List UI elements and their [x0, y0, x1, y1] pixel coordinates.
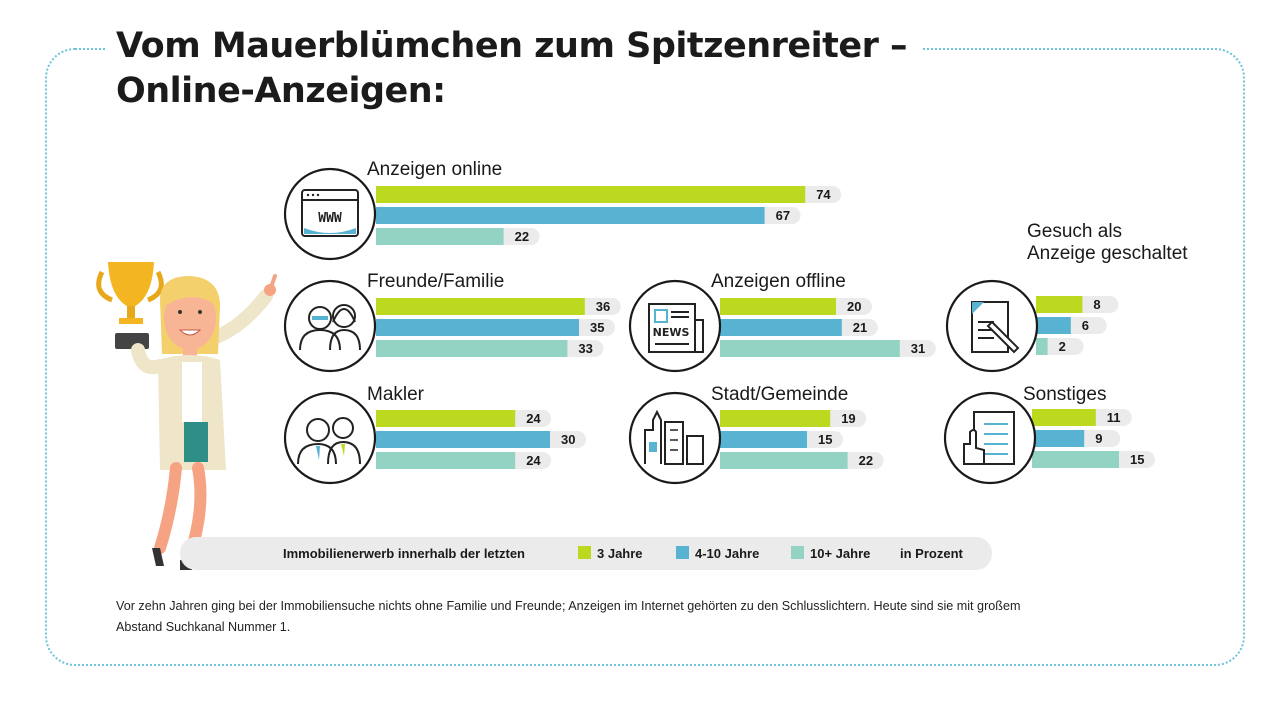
value-label: 19	[841, 411, 855, 426]
legend: Immobilienerwerb innerhalb der letzten 3 …	[180, 537, 992, 570]
category-label-line: Anzeigen online	[367, 159, 502, 180]
value-label: 33	[578, 341, 592, 356]
category-group: Freunde/Familie 36 35 33	[283, 271, 621, 373]
form-hand-icon	[943, 391, 1037, 485]
bar	[1036, 296, 1083, 313]
value-label: 15	[1130, 452, 1144, 467]
bar	[720, 431, 807, 448]
bar	[720, 319, 842, 336]
value-label: 35	[590, 320, 604, 335]
category-label: Anzeigen offline	[711, 271, 846, 292]
bar-track	[1036, 338, 1084, 355]
value-label: 8	[1093, 297, 1100, 312]
bar	[376, 410, 516, 427]
friends-family-icon	[283, 279, 377, 373]
value-label: 24	[526, 453, 541, 468]
chart-title: Vom Mauerblümchen zum Spitzenreiter – On…	[106, 22, 922, 118]
bar	[376, 298, 585, 315]
category-label-line: Freunde/Familie	[367, 271, 504, 292]
value-label: 11	[1107, 410, 1121, 425]
svg-text:WWW: WWW	[318, 211, 342, 226]
category-label-line: Makler	[367, 384, 425, 405]
value-label: 24	[526, 411, 541, 426]
value-label: 2	[1059, 339, 1066, 354]
businesspeople-icon	[283, 391, 377, 485]
category-label-line: Anzeigen offline	[711, 271, 846, 292]
legend-unit: in Prozent	[900, 546, 964, 561]
value-label: 36	[596, 299, 610, 314]
bar	[720, 340, 900, 357]
category-label-line: Anzeige geschaltet	[1027, 243, 1188, 264]
footnote-line-1: Vor zehn Jahren ging bei der Immobiliens…	[116, 599, 1021, 613]
value-label: 31	[911, 341, 925, 356]
category-group: Gesuch als Anzeige geschaltet 86 2	[945, 221, 1188, 373]
document-pen-icon	[945, 279, 1039, 373]
value-label: 6	[1082, 318, 1089, 333]
legend-intro: Immobilienerwerb innerhalb der letzten	[283, 546, 525, 561]
value-label: 22	[515, 229, 529, 244]
category-label: Freunde/Familie	[367, 271, 504, 292]
value-label: 74	[816, 187, 831, 202]
value-label: 67	[776, 208, 790, 223]
category-label: Sonstiges	[1023, 384, 1106, 405]
bar	[720, 410, 831, 427]
footnote-line-2: Abstand Suchkanal Nummer 1.	[116, 620, 291, 634]
category-label: Gesuch als Anzeige geschaltet	[1027, 221, 1188, 264]
bar	[720, 298, 836, 315]
value-label: 9	[1095, 431, 1102, 446]
title-line-2: Online-Anzeigen:	[116, 71, 446, 111]
legend-item-label: 4-10 Jahre	[695, 546, 759, 561]
bar	[1032, 451, 1119, 468]
value-label: 15	[818, 432, 832, 447]
category-label: Makler	[367, 384, 425, 405]
bar	[376, 319, 579, 336]
newspaper-icon: NEWS	[628, 279, 722, 373]
category-label: Anzeigen online	[367, 159, 502, 180]
footnote: Vor zehn Jahren ging bei der Immobiliens…	[116, 596, 1176, 638]
bar	[376, 207, 765, 224]
value-label: 30	[561, 432, 575, 447]
bar	[376, 186, 806, 203]
woman-with-trophy-illustration	[96, 262, 277, 570]
bar	[376, 228, 504, 245]
category-label-line: Sonstiges	[1023, 384, 1106, 405]
bar	[1036, 338, 1048, 355]
bar	[376, 452, 516, 469]
category-label: Stadt/Gemeinde	[711, 384, 848, 405]
value-label: 20	[847, 299, 861, 314]
city-buildings-icon	[628, 391, 722, 485]
category-group: Anzeigen online 74 67 22 WWW	[283, 159, 842, 261]
category-label-line: Gesuch als	[1027, 221, 1122, 242]
bar	[376, 340, 568, 357]
bar	[720, 452, 848, 469]
bar	[1032, 430, 1085, 447]
bar	[1036, 317, 1071, 334]
www-browser-icon: WWW	[283, 167, 377, 261]
legend-swatch	[676, 546, 689, 559]
svg-text:NEWS: NEWS	[653, 326, 690, 339]
category-group: Makler 24 30 24	[283, 384, 586, 485]
bar	[1032, 409, 1096, 426]
legend-item-label: 10+ Jahre	[810, 546, 870, 561]
title-line-1: Vom Mauerblümchen zum Spitzenreiter –	[116, 26, 908, 66]
value-label: 22	[859, 453, 873, 468]
legend-swatch	[578, 546, 591, 559]
category-label-line: Stadt/Gemeinde	[711, 384, 848, 405]
legend-swatch	[791, 546, 804, 559]
category-group: Stadt/Gemeinde 19 15 22	[628, 384, 884, 485]
value-label: 21	[853, 320, 867, 335]
bar	[376, 431, 550, 448]
trophy-icon	[96, 262, 164, 349]
legend-item-label: 3 Jahre	[597, 546, 643, 561]
